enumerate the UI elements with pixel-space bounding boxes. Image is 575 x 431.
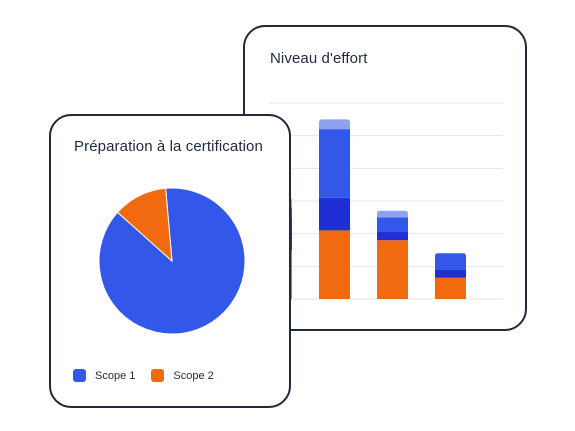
bar-segment (377, 217, 408, 233)
legend-swatch (73, 369, 86, 382)
bar-segment (377, 232, 408, 241)
bar-segment (435, 269, 466, 278)
bar-segment (319, 230, 350, 299)
bar-segment (377, 210, 408, 218)
legend-label: Scope 1 (95, 369, 136, 382)
bar-segment (377, 240, 408, 299)
certification-card: Préparation à la certification Scope 1 S… (49, 114, 291, 408)
certification-pie-chart (98, 187, 246, 335)
pie-slice (116, 187, 173, 263)
pie-legend: Scope 1 Scope 2 (73, 369, 230, 382)
effort-chart-title: Niveau d'effort (270, 50, 368, 67)
legend-item-scope-2: Scope 2 (151, 369, 214, 382)
legend-item-scope-1: Scope 1 (73, 369, 135, 382)
bar-segment (319, 197, 350, 231)
legend-swatch (151, 369, 165, 382)
legend-label: Scope 2 (173, 369, 214, 382)
bar-segment (319, 129, 350, 198)
bar-segment (435, 253, 466, 270)
bar-segment (435, 277, 466, 299)
certification-chart-title: Préparation à la certification (74, 138, 263, 155)
bar-segment (319, 119, 350, 130)
